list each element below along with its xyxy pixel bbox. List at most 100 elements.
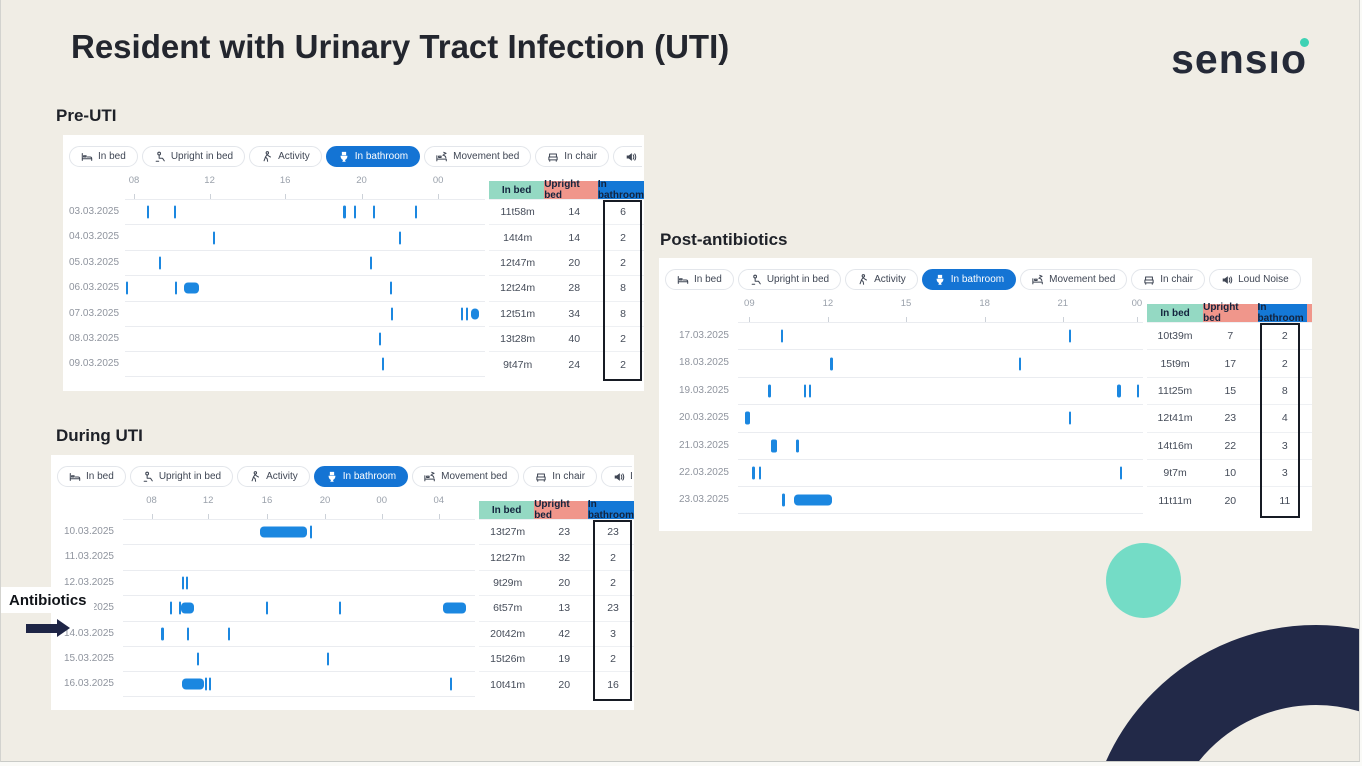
upright-bed-value: 23 xyxy=(558,526,571,539)
axis-tick-label: 12 xyxy=(822,298,834,309)
filter-button-label: In bathroom xyxy=(950,274,1005,285)
axis-tick-label: 08 xyxy=(146,495,157,506)
date-label: 15.03.2025 xyxy=(63,652,114,664)
chair-icon xyxy=(1143,274,1155,286)
filter-button-activity[interactable]: Activity xyxy=(845,269,918,290)
column-header-in-bed: In bed xyxy=(489,181,545,199)
filter-button-label: Activity xyxy=(874,274,906,285)
timeline-row: 23.03.2025 xyxy=(665,486,1143,514)
axis-tick-mark xyxy=(438,194,440,199)
upright-bed-value: 19 xyxy=(558,653,571,666)
filter-button-upright-in-bed[interactable]: Upright in bed xyxy=(737,269,842,290)
axis-tick-mark xyxy=(381,514,383,519)
timeline-track xyxy=(125,351,485,377)
axis-spacer xyxy=(57,493,123,519)
in-bathroom-value: 3 xyxy=(1281,467,1288,480)
in-bathroom-value: 3 xyxy=(610,627,616,640)
filter-button-in-bed[interactable]: In bed xyxy=(69,146,138,167)
bathroom-visit-mark xyxy=(1068,329,1071,343)
bathroom-visit-mark xyxy=(369,256,372,270)
axis-track: 08 12 16 20 00 xyxy=(125,173,485,199)
filter-button-bar: In bed Upright in bed Activity In bathroom M… xyxy=(69,146,642,168)
in-bed-value: 6t57m xyxy=(493,602,523,615)
filter-button-loud-noise[interactable]: Loud Noise xyxy=(613,146,642,167)
timeline-track xyxy=(125,199,485,224)
timeline-row: 11.03.2025 xyxy=(57,544,475,569)
axis-tick-label: 12 xyxy=(204,175,215,186)
bathroom-visit-mark xyxy=(309,525,312,539)
filter-button-loud-noise[interactable]: Loud Noise xyxy=(1209,269,1301,290)
movement-bed-icon xyxy=(1032,274,1044,286)
summary-table-header-row: In bed Upright bed In bathroom xyxy=(479,493,634,521)
filter-button-in-bathroom[interactable]: In bathroom xyxy=(325,146,421,167)
upright-bed-value: 20 xyxy=(1224,494,1237,507)
filter-button-in-bed[interactable]: In bed xyxy=(57,466,126,487)
summary-table: In bed Upright bed In bathroom 13t27m 23 23 12… xyxy=(479,493,634,701)
table-row: 14t16m 22 3 xyxy=(1147,431,1312,459)
timeline-row: 16.03.2025 xyxy=(57,671,475,697)
axis-tick-label: 00 xyxy=(1131,298,1143,309)
bathroom-visit-mark xyxy=(382,357,385,371)
table-row: 11t25m 15 8 xyxy=(1147,376,1312,404)
timeline-axis: 08 12 16 20 00 04 xyxy=(57,493,475,519)
filter-button-bar: In bed Upright in bed Activity In bathroom M… xyxy=(57,466,632,488)
activity-icon xyxy=(261,150,273,163)
filter-button-in-bathroom[interactable]: In bathroom xyxy=(313,466,409,487)
date-label: 22.03.2025 xyxy=(678,466,729,478)
filter-button-in-chair[interactable]: In chair xyxy=(523,466,598,487)
in-bathroom-value: 23 xyxy=(607,526,619,539)
filter-button-label: Loud Noise xyxy=(1238,274,1289,285)
sensio-logo-dot-icon xyxy=(1300,38,1309,47)
timeline-axis: 09 12 15 18 21 00 xyxy=(665,296,1143,322)
bathroom-visit-mark xyxy=(391,307,394,321)
in-bed-value: 12t24m xyxy=(500,282,536,295)
axis-tick-label: 16 xyxy=(261,495,273,506)
activity-icon xyxy=(249,470,261,483)
filter-button-movement-bed[interactable]: Movement bed xyxy=(424,146,532,167)
axis-tick-label: 04 xyxy=(433,495,445,506)
date-label: 14.03.2025 xyxy=(63,627,114,639)
in-bed-value: 13t27m xyxy=(490,526,526,539)
date-label: 16.03.2025 xyxy=(63,678,114,690)
filter-button-label: In bed xyxy=(694,274,722,285)
summary-table-header-row: In bed Upright bed In bathroom xyxy=(489,173,644,201)
loud-noise-icon xyxy=(625,151,637,163)
filter-button-movement-bed[interactable]: Movement bed xyxy=(412,466,520,487)
filter-button-loud-noise[interactable]: Loud Noise xyxy=(601,466,632,487)
filter-button-activity[interactable]: Activity xyxy=(237,466,310,487)
bathroom-visit-mark xyxy=(196,652,199,666)
filter-button-label: Activity xyxy=(278,151,310,162)
filter-button-in-chair[interactable]: In chair xyxy=(535,146,610,167)
chair-icon xyxy=(547,151,559,163)
filter-button-upright-in-bed[interactable]: Upright in bed xyxy=(129,466,234,487)
bathroom-visit-mark xyxy=(265,601,268,615)
filter-button-in-bathroom[interactable]: In bathroom xyxy=(921,269,1017,290)
bathroom-visit-mark xyxy=(414,205,417,219)
bathroom-visit-mark xyxy=(804,384,807,398)
axis-tick-mark xyxy=(209,194,211,199)
in-bathroom-value: 2 xyxy=(610,551,616,564)
axis-tick-label: 15 xyxy=(900,298,912,309)
in-bathroom-value: 11 xyxy=(1279,494,1291,507)
table-row: 9t47m 24 2 xyxy=(489,351,644,376)
chair-icon xyxy=(535,471,547,483)
filter-button-upright-in-bed[interactable]: Upright in bed xyxy=(141,146,246,167)
filter-button-movement-bed[interactable]: Movement bed xyxy=(1020,269,1128,290)
upright-bed-value: 42 xyxy=(558,627,571,640)
filter-button-in-bed[interactable]: In bed xyxy=(665,269,734,290)
date-label: 21.03.2025 xyxy=(678,439,729,451)
panel-during-uti: In bed Upright in bed Activity In bathroom M… xyxy=(51,455,634,710)
in-bed-value: 10t39m xyxy=(1157,330,1193,343)
filter-button-in-chair[interactable]: In chair xyxy=(1131,269,1206,290)
in-bathroom-value: 6 xyxy=(620,206,626,219)
bathroom-visit-mark xyxy=(126,281,129,295)
timeline-row: 13.03.2025 xyxy=(57,595,475,620)
date-label: 19.03.2025 xyxy=(678,384,729,396)
filter-button-activity[interactable]: Activity xyxy=(249,146,322,167)
timeline-track xyxy=(123,595,475,620)
bathroom-visit-mark xyxy=(146,205,149,219)
in-bed-value: 9t29m xyxy=(493,576,523,589)
sensio-logo: sensıo xyxy=(1171,36,1309,83)
bathroom-visit-mark xyxy=(159,256,162,270)
